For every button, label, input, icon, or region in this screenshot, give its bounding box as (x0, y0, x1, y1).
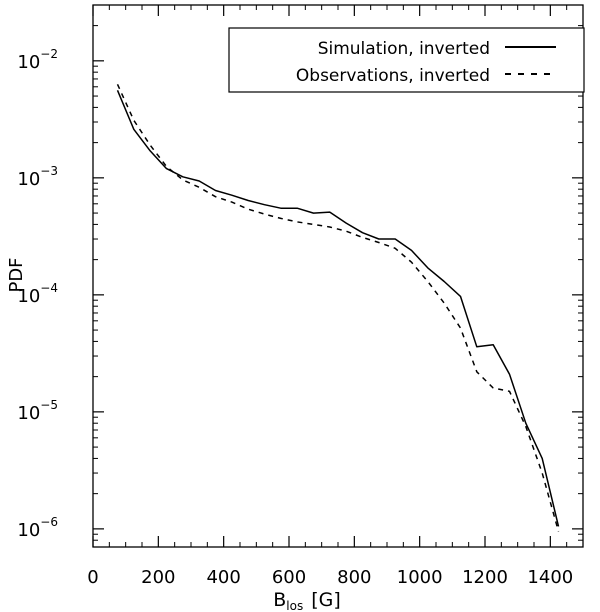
y-tick-label: 10−5 (17, 398, 58, 424)
series-line-simulation (116, 90, 560, 527)
y-axis-label: PDF (6, 257, 27, 292)
y-tick-label: 10−6 (17, 515, 58, 541)
plot-frame (92, 4, 584, 548)
series-line-observations (116, 83, 560, 532)
x-tick-label: 400 (206, 567, 240, 588)
x-tick-label: 1400 (527, 567, 573, 588)
x-tick-label: 800 (337, 567, 371, 588)
x-axis-label-main: B (273, 589, 286, 611)
legend: Simulation, inverted Observations, inver… (228, 27, 585, 93)
x-axis-label: Blos [G] (273, 589, 341, 612)
x-tick-label: 1000 (397, 567, 443, 588)
axes-layer: 0 200 400 600 800 1000 1200 1400 10−2 10−3 10−4 10−… (17, 5, 583, 588)
legend-label-observations: Observations, inverted (296, 66, 490, 86)
x-tick-label: 1200 (462, 567, 508, 588)
y-tick-label: 10−3 (17, 164, 58, 190)
legend-box (228, 27, 585, 93)
legend-label-simulation: Simulation, inverted (318, 39, 490, 59)
y-tick-label: 10−2 (17, 47, 58, 73)
x-tick-label: 0 (87, 567, 98, 588)
x-tick-label: 200 (141, 567, 175, 588)
x-axis-label-unit: [G] (311, 589, 341, 611)
y-tick-label: 10−4 (17, 281, 58, 307)
series-layer (116, 83, 560, 532)
x-tick-label: 600 (272, 567, 306, 588)
x-axis-label-subscript: los (286, 599, 303, 612)
